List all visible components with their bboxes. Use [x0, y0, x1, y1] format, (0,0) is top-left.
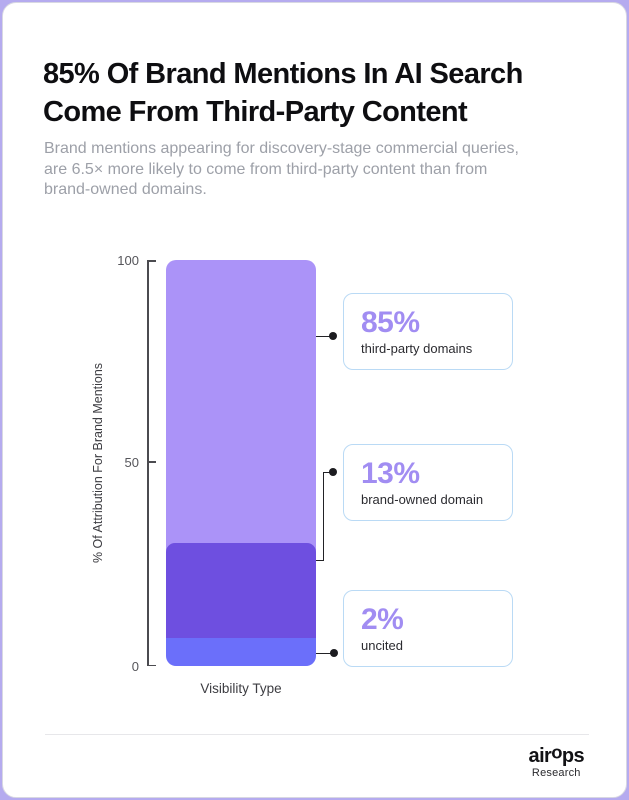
logo-part-ps: ps	[561, 745, 585, 767]
connector-line-2	[316, 652, 334, 655]
connector-dot-13	[329, 468, 337, 476]
callout-label-uncited: uncited	[361, 638, 403, 653]
footer-divider	[45, 734, 589, 735]
subtitle-line-3: brand-owned domains.	[44, 181, 207, 198]
callout-brand-owned-domain: 13% brand-owned domain	[343, 444, 513, 521]
title-line-2: Come From Third-Party Content	[43, 96, 468, 128]
logo-research-label: Research	[531, 767, 581, 779]
y-axis-tick-50	[147, 461, 156, 463]
callout-third-party-domains: 85% third-party domains	[343, 293, 513, 370]
subtitle-line-1: Brand mentions appearing for discovery-s…	[44, 140, 519, 157]
logo-part-o: o	[551, 741, 562, 763]
connector-dot-85	[329, 332, 337, 340]
callout-value-13: 13%	[361, 457, 420, 490]
connector-line-13-b	[322, 472, 325, 561]
connector-dot-2	[330, 649, 338, 657]
connector-line-13-c	[322, 471, 334, 474]
airops-logo: airops Research	[528, 741, 585, 780]
page-subtitle: Brand mentions appearing for discovery-s…	[44, 139, 544, 201]
callout-label-brand-owned: brand-owned domain	[361, 492, 484, 507]
x-axis-label: Visibility Type	[200, 681, 282, 696]
bar-segment-brand-owned-domain	[166, 543, 316, 638]
y-tick-label-0: 0	[131, 659, 139, 674]
page-title: 85% Of Brand Mentions In AI Search Come …	[43, 55, 583, 131]
logo-part-air: air	[528, 745, 552, 767]
callout-uncited: 2% uncited	[343, 590, 513, 667]
y-axis-line	[147, 260, 149, 666]
airops-wordmark: airops	[528, 741, 585, 768]
title-line-1: 85% Of Brand Mentions In AI Search	[43, 58, 523, 90]
connector-line-13-a	[316, 559, 324, 562]
y-axis-tick-100	[147, 260, 156, 262]
bar-segment-uncited	[166, 638, 316, 666]
stacked-bar	[166, 260, 316, 666]
y-tick-label-100: 100	[117, 253, 139, 268]
callout-value-85: 85%	[361, 306, 420, 339]
callout-value-2: 2%	[361, 603, 404, 636]
subtitle-line-2: are 6.5× more likely to come from third-…	[44, 160, 488, 178]
y-axis-tick-0	[147, 664, 156, 667]
connector-line-85	[316, 335, 333, 338]
callout-label-third-party: third-party domains	[361, 341, 473, 356]
y-axis-title: % Of Attribution For Brand Mentions	[91, 362, 105, 564]
y-tick-label-50: 50	[124, 455, 139, 470]
